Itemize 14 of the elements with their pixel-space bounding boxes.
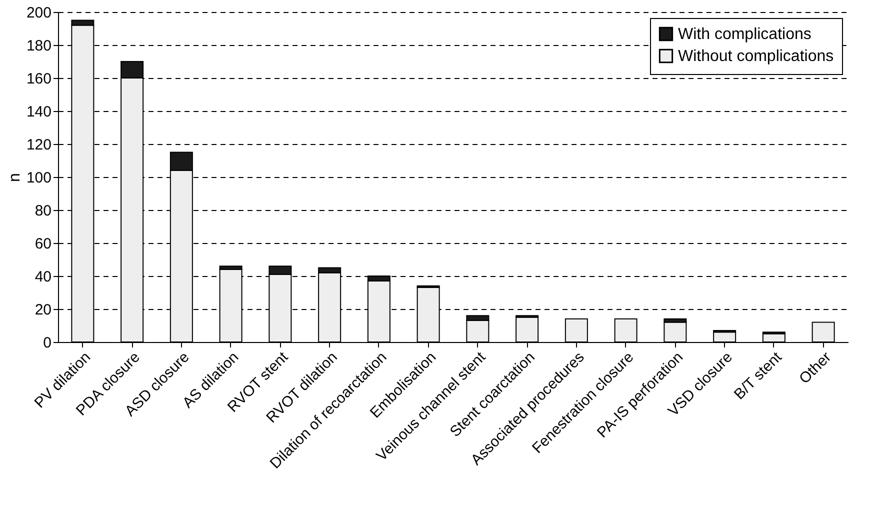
y-tick-label: 60	[34, 236, 52, 252]
y-tick-label: 0	[43, 334, 52, 352]
y-tick-label: 140	[26, 104, 52, 120]
y-tick-label: 80	[34, 202, 52, 220]
y-tick-label: 100	[26, 170, 52, 186]
y-tick-label: 40	[34, 268, 52, 286]
legend-label: Without complications	[678, 48, 834, 65]
y-tick-label: 20	[34, 302, 52, 318]
y-tick-label: 120	[26, 136, 52, 154]
legend-label: With complications	[678, 26, 812, 43]
y-tick-label: 180	[26, 38, 52, 54]
y-tick-label: 160	[26, 70, 52, 88]
y-tick-label: 200	[26, 4, 52, 22]
y-axis-title: n	[6, 173, 24, 182]
